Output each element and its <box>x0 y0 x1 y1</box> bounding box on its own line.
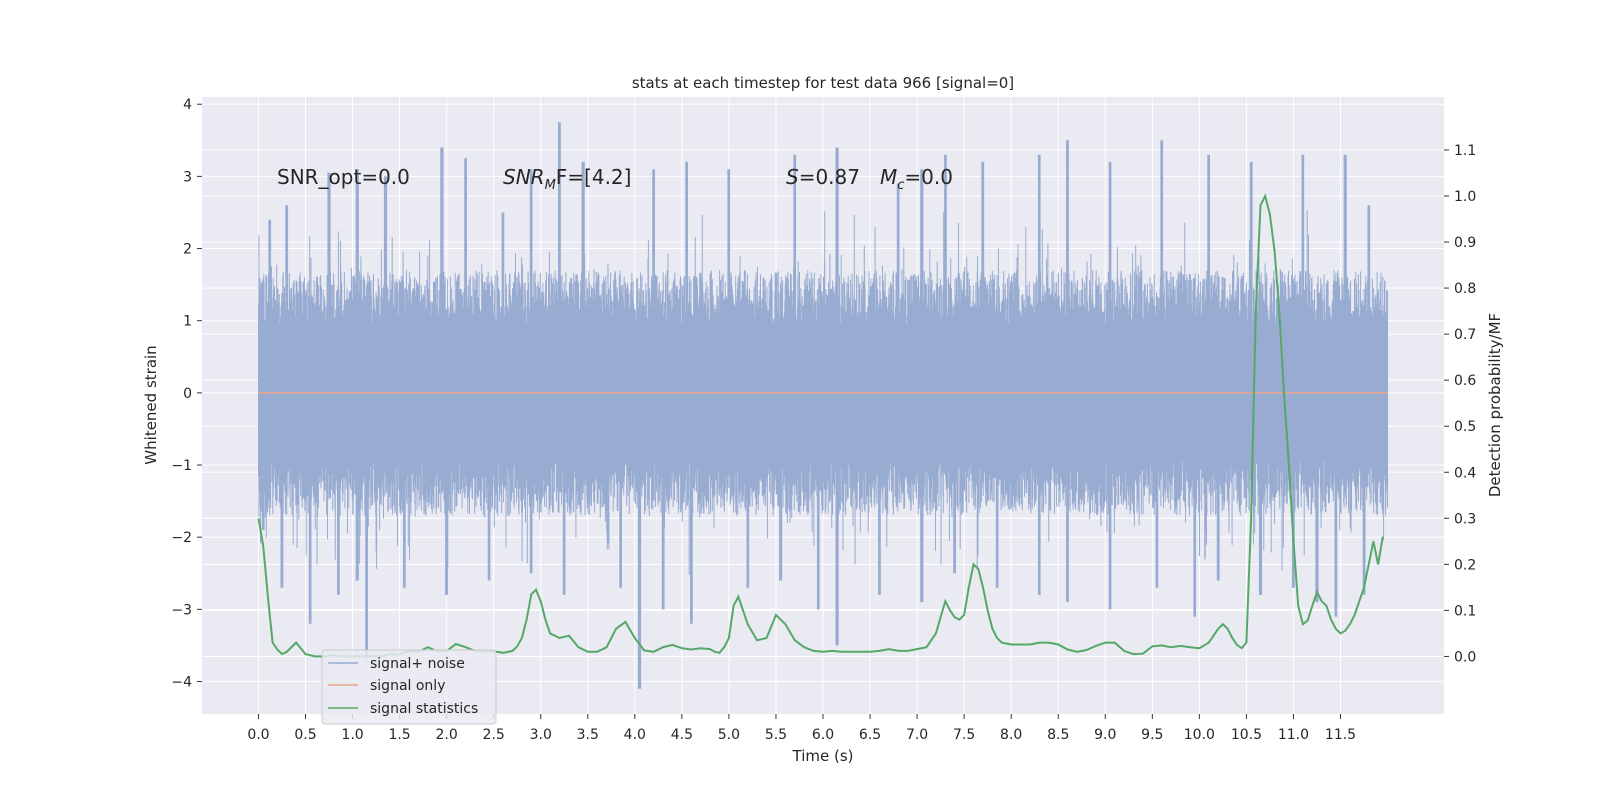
x-tick-label-10-5: 10.5 <box>1231 727 1262 743</box>
legend: signal+ noise signal only signal statist… <box>321 649 497 725</box>
x-tick-label-10-0: 10.0 <box>1184 727 1215 743</box>
y2-tick-label-0-3: 0.3 <box>1454 511 1476 527</box>
x-tick-label-2-0: 2.0 <box>436 727 458 743</box>
annotation-s-symbol: S <box>786 165 799 189</box>
legend-label-signal-only: signal only <box>370 678 445 694</box>
annotation-mc: Mc=0.0 <box>880 165 953 193</box>
annotation-mc-value: =0.0 <box>904 165 953 189</box>
x-axis-label: Time (s) <box>792 747 854 765</box>
x-tick-label-8-0: 8.0 <box>1000 727 1022 743</box>
x-tick-label-8-5: 8.5 <box>1047 727 1069 743</box>
legend-label-signal-statistics: signal statistics <box>370 701 478 717</box>
x-tick-label-7-5: 7.5 <box>953 727 975 743</box>
y-tick-label-1: −1 <box>171 458 192 474</box>
x-tick-label-6-5: 6.5 <box>859 727 881 743</box>
y2-tick-label-0: 0.0 <box>1454 649 1476 665</box>
x-tick-label-6-0: 6.0 <box>812 727 834 743</box>
annotation-snr-opt: SNR_opt=0.0 <box>277 165 410 189</box>
y2-tick-label-1-1: 1.1 <box>1454 143 1476 159</box>
legend-box <box>321 649 497 725</box>
x-tick-label-2-5: 2.5 <box>483 727 505 743</box>
x-tick-label-9-0: 9.0 <box>1094 727 1116 743</box>
y-axis-label: Whitened strain <box>142 345 160 464</box>
annotation-s-value: =0.87 <box>799 165 860 189</box>
x-tick-label-5-5: 5.5 <box>765 727 787 743</box>
x-tick-label-1-0: 1.0 <box>341 727 363 743</box>
y2-tick-label-0-8: 0.8 <box>1454 281 1476 297</box>
annotation-mc-subscript: c <box>897 178 904 193</box>
y-tick-label-1: 1 <box>183 314 192 330</box>
y-tick-label-2: 2 <box>183 242 192 258</box>
y2-tick-label-1: 1.0 <box>1454 189 1476 205</box>
y-tick-label-4: −4 <box>171 675 192 691</box>
x-tick-label-11-5: 11.5 <box>1325 727 1356 743</box>
tick-labels: 0.0 0.5 1.0 1.5 2.0 2.5 3.0 3.5 4.0 4.5 5.0 5.5 6.0 6… <box>171 97 1476 743</box>
y2-tick-label-0-6: 0.6 <box>1454 373 1476 389</box>
x-tick-label-3-5: 3.5 <box>577 727 599 743</box>
legend-label-signal-noise: signal+ noise <box>370 656 465 672</box>
x-tick-label-9-5: 9.5 <box>1141 727 1163 743</box>
annotation-snr-mf-subscript: M <box>545 178 556 193</box>
x-tick-label-5-0: 5.0 <box>718 727 740 743</box>
y-tick-label-2: −2 <box>171 530 192 546</box>
x-tick-label-3-0: 3.0 <box>530 727 552 743</box>
annotation-s: S=0.87 <box>786 165 860 189</box>
y-tick-label-3: −3 <box>171 602 192 618</box>
x-tick-label-4-0: 4.0 <box>624 727 646 743</box>
x-tick-label-4-5: 4.5 <box>671 727 693 743</box>
annotation-snr-mf-value: F=[4.2] <box>556 165 632 189</box>
annotation-snr-mf: SNRMF=[4.2] <box>503 165 631 193</box>
x-tick-label-7-0: 7.0 <box>906 727 928 743</box>
y2-tick-label-0-7: 0.7 <box>1454 327 1476 343</box>
y-tick-label-3: 3 <box>183 169 192 185</box>
x-tick-label-11-0: 11.0 <box>1278 727 1309 743</box>
x-tick-label-1-5: 1.5 <box>388 727 410 743</box>
y2-axis-label: Detection probability/MF <box>1486 313 1504 497</box>
y2-tick-label-0-5: 0.5 <box>1454 419 1476 435</box>
x-tick-label-0-5: 0.5 <box>294 727 316 743</box>
annotation-snr-mf-symbol: SNR <box>503 165 545 189</box>
y2-tick-label-0-4: 0.4 <box>1454 465 1476 481</box>
y2-tick-label-0-2: 0.2 <box>1454 557 1476 573</box>
y2-tick-label-0-1: 0.1 <box>1454 603 1476 619</box>
chart-title: stats at each timestep for test data 966… <box>632 74 1014 92</box>
annotation-mc-symbol: M <box>880 165 897 189</box>
y2-tick-label-0-9: 0.9 <box>1454 235 1476 251</box>
y-tick-label-0: 0 <box>183 386 192 402</box>
x-tick-label-0-0: 0.0 <box>247 727 269 743</box>
y-tick-label-4: 4 <box>183 97 192 113</box>
